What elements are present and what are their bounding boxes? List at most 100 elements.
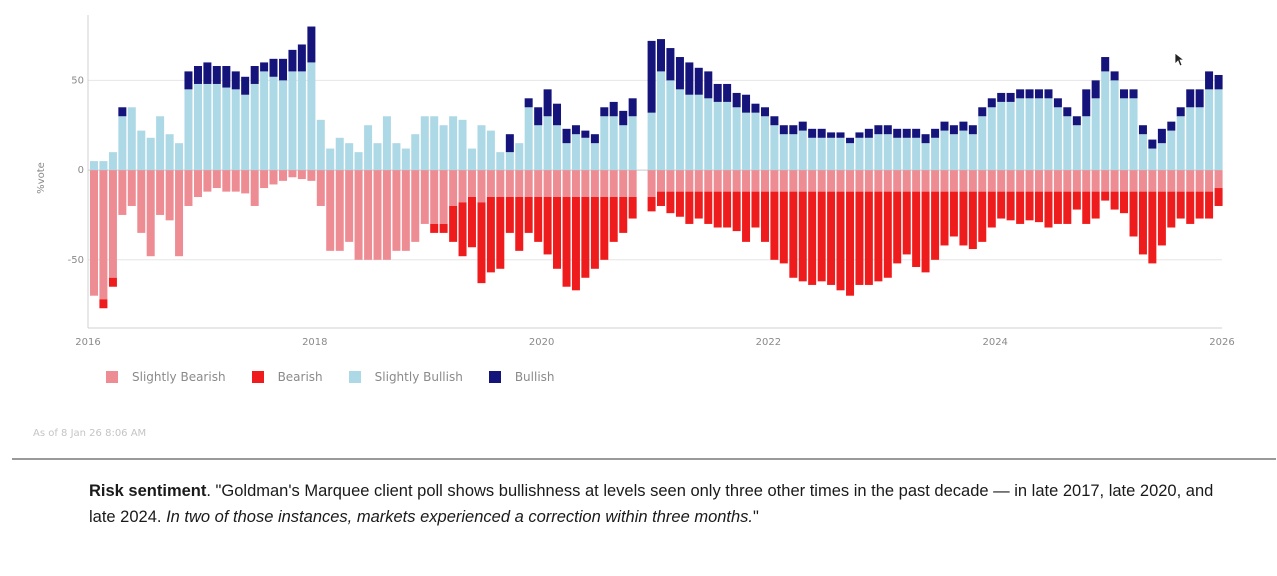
bar-slightly-bearish [543, 170, 552, 198]
bar-bearish [1091, 191, 1100, 219]
sentiment-chart: -50 0 50 2016 2018 2020 2022 2024 2026 %vote [36, 15, 1235, 348]
bar-slightly-bullish [1214, 89, 1223, 171]
bar-slightly-bullish [307, 62, 316, 171]
bar-slightly-bullish [864, 137, 873, 171]
bar-bullish [949, 125, 958, 135]
bar-bearish [647, 197, 656, 212]
bar-bearish [846, 191, 855, 296]
bar-bearish [921, 191, 930, 273]
bar-slightly-bearish [647, 170, 656, 198]
bar-slightly-bullish [212, 83, 221, 171]
bar-slightly-bearish [553, 170, 562, 198]
caption-text: Risk sentiment. "Goldman's Marquee clien… [89, 478, 1229, 530]
bar-bullish [798, 121, 807, 131]
bar-bearish [1034, 191, 1043, 223]
bar-bullish [543, 89, 552, 117]
bar-bearish [524, 197, 533, 233]
bar-slightly-bullish [694, 94, 703, 171]
bar-slightly-bullish [562, 143, 571, 171]
bar-bearish [987, 191, 996, 228]
bar-slightly-bullish [127, 107, 136, 171]
bar-slightly-bearish [1072, 170, 1081, 192]
bar-slightly-bearish [505, 170, 514, 198]
bar-slightly-bullish [411, 134, 420, 171]
bar-slightly-bearish [90, 170, 98, 296]
bar-bullish [931, 128, 940, 138]
bar-bullish [1072, 116, 1081, 126]
bar-slightly-bearish [279, 170, 288, 181]
bar-slightly-bullish [600, 116, 609, 171]
bar-slightly-bearish [902, 170, 911, 192]
bar-slightly-bullish [883, 134, 892, 171]
bar-bullish [912, 128, 921, 138]
y-tick-label: 50 [71, 75, 84, 86]
bar-slightly-bearish [704, 170, 713, 192]
bar-slightly-bullish [1186, 107, 1195, 171]
legend-item-bullish[interactable]: Bullish [488, 370, 555, 384]
bar-slightly-bearish [600, 170, 609, 198]
y-tick-label: 0 [78, 165, 84, 176]
bar-bearish [1157, 191, 1166, 246]
bar-slightly-bullish [978, 116, 987, 171]
bar-bearish [751, 191, 760, 228]
bar-bullish [760, 107, 769, 117]
bar-slightly-bearish [364, 170, 373, 260]
bar-bearish [1205, 191, 1214, 219]
bar-bearish [883, 191, 892, 278]
bar-slightly-bearish [1167, 170, 1176, 192]
bar-slightly-bearish [1091, 170, 1100, 192]
legend-item-slightly-bullish[interactable]: Slightly Bullish [348, 370, 463, 384]
bar-slightly-bullish [165, 134, 174, 171]
bar-slightly-bullish [99, 161, 108, 171]
bar-slightly-bearish [467, 170, 476, 198]
bar-slightly-bearish [609, 170, 618, 198]
bar-slightly-bearish [997, 170, 1006, 192]
bar-bearish [1195, 191, 1204, 219]
bar-slightly-bullish [524, 107, 533, 171]
bar-bearish [770, 191, 779, 260]
bar-bearish [742, 191, 751, 242]
bar-bullish [959, 121, 968, 131]
bar-bearish [430, 223, 439, 233]
bar-slightly-bearish [496, 170, 505, 198]
bar-bearish [874, 191, 883, 282]
bar-slightly-bullish [345, 143, 354, 171]
bar-bullish [751, 103, 760, 113]
bar-bullish [571, 125, 580, 135]
bar-slightly-bullish [685, 94, 694, 171]
bar-bullish [534, 107, 543, 126]
bar-bearish [619, 197, 628, 233]
bar-bearish [1006, 191, 1015, 221]
bar-slightly-bullish [657, 71, 665, 171]
bar-bullish [902, 128, 911, 138]
bar-bullish [1195, 89, 1204, 108]
legend-item-bearish[interactable]: Bearish [251, 370, 323, 384]
bar-slightly-bullish [543, 116, 552, 171]
bar-slightly-bearish [855, 170, 864, 192]
bar-bullish [647, 40, 656, 113]
bar-bullish [827, 132, 836, 138]
bar-bullish [1034, 89, 1043, 99]
bar-slightly-bearish [1025, 170, 1034, 192]
bar-slightly-bullish [770, 125, 779, 171]
bar-slightly-bearish [430, 170, 439, 224]
bar-slightly-bullish [1082, 116, 1091, 171]
bar-slightly-bearish [524, 170, 533, 198]
bar-slightly-bearish [883, 170, 892, 192]
bar-bearish [449, 205, 458, 242]
chart-legend: Slightly Bearish Bearish Slightly Bullis… [106, 370, 581, 384]
legend-item-slightly-bearish[interactable]: Slightly Bearish [106, 370, 226, 384]
bar-bearish [477, 202, 486, 284]
x-tick-label: 2020 [529, 337, 554, 348]
bar-bullish [1148, 139, 1157, 149]
x-tick-label: 2026 [1209, 337, 1234, 348]
bar-bullish [732, 92, 741, 108]
bar-slightly-bullish [779, 134, 788, 171]
bar-slightly-bearish [316, 170, 325, 206]
bar-slightly-bullish [798, 130, 807, 171]
bar-bullish [1205, 71, 1214, 90]
bar-bullish [222, 66, 231, 88]
bar-bullish [505, 134, 514, 153]
bar-slightly-bullish [968, 134, 977, 171]
bar-slightly-bullish [571, 134, 580, 171]
